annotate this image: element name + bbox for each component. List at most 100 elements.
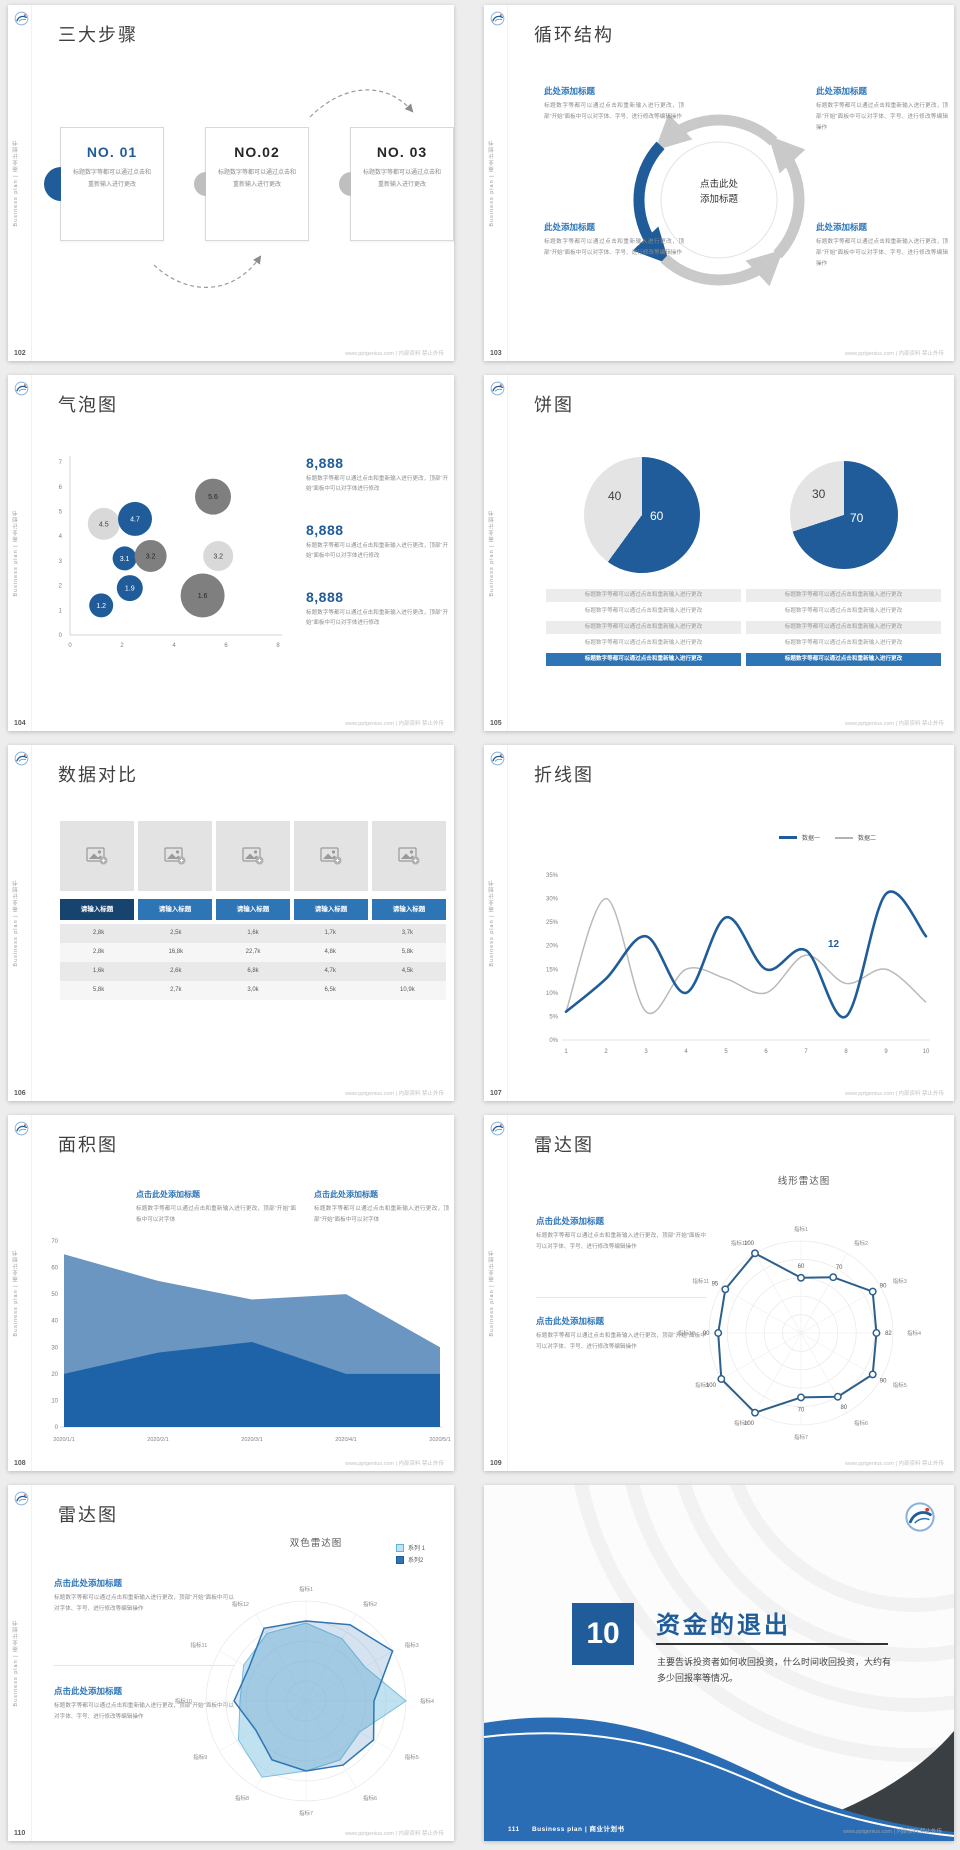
svg-text:3: 3 [59,559,63,565]
svg-text:2: 2 [120,643,124,649]
svg-text:90: 90 [880,1284,887,1290]
divider [536,1297,706,1298]
divider [31,1485,32,1841]
svg-text:100: 100 [744,1241,755,1247]
svg-text:60: 60 [51,1266,58,1272]
svg-text:0: 0 [59,633,63,639]
block-body: 标题数字等都可以通过点击和重新输入进行更改，顶部“开始”面板中可以对字体 [136,1206,296,1223]
legend-swatch-blue [779,836,797,839]
slide-page-number: 106 [14,1090,26,1097]
slide-page-number: 108 [14,1460,26,1467]
table-row: 2,8k 2,5k 1,6k 1,7k 3,7k [60,924,446,943]
step-accent-shape [339,172,351,196]
block-heading: 此处添加标题 [816,222,868,232]
svg-text:82: 82 [885,1331,892,1337]
table-header-cell: 请输入标题 [294,899,368,920]
watermark-note: www.pptgenius.com | 内部资料 禁止外传 [845,721,944,727]
svg-text:20: 20 [51,1372,58,1378]
svg-text:指标1: 指标1 [794,1225,808,1233]
block-heading: 此处添加标题 [816,86,868,96]
watermark-note: www.pptgenius.com | 内部资料 禁止外传 [345,1831,444,1837]
image-placeholder[interactable] [372,821,446,891]
radar-chart-line: 指标1 指标2 指标3 指标4 指标5 指标6 指标7 指标8 指标9 指标10 指标11 指标12 6… [678,1225,921,1441]
stat-block: 8,888 标题数字等都可以通过点击和重新输入进行更改，顶部“开始”面板中可以对… [306,522,448,562]
slide-108-thumbnail[interactable]: Business plan | 商业计划书 面积图 点击此处添加标题 标题数字等… [8,1115,454,1471]
svg-text:指标8: 指标8 [235,1794,249,1802]
svg-text:8: 8 [844,1049,848,1055]
table-header-cell: 请输入标题 [60,899,134,920]
image-placeholder[interactable] [138,821,212,891]
legend-swatch-gray [835,836,854,839]
image-placeholder[interactable] [216,821,290,891]
table-cell: 5,8k [401,949,414,955]
table-cell: 2,8k [92,949,105,955]
svg-text:2020/5/1: 2020/5/1 [429,1437,450,1443]
slide-107-thumbnail[interactable]: Business plan | 商业计划书 折线图 数据一 数据二 0% 5% 10… [484,745,954,1101]
svg-text:4: 4 [684,1049,688,1055]
block-body: 标题数字等都可以通过点击和重新输入进行更改，顶部“开始”面板中可以对字体、字号、… [816,239,948,267]
slide-110-thumbnail[interactable]: Business plan | 商业计划书 雷达图 双色雷达图 系列 1 系列2… [8,1485,454,1841]
image-placeholder[interactable] [294,821,368,891]
watermark-note: www.pptgenius.com | 内部资料 禁止外传 [345,1461,444,1467]
svg-text:指标2: 指标2 [363,1600,377,1608]
radar-chart-dual: 指标1 指标2 指标3 指标4 指标5 指标6 指标7 指标8 指标9 指标10 指标11 指标12 [175,1585,434,1817]
slide-111-thumbnail[interactable]: 10 资金的退出 主要告诉投资者如何收回投资，什么时间收回投资，大约有多少回报率… [484,1485,954,1841]
section-title: 资金的退出 [656,1612,791,1639]
slide-103-thumbnail[interactable]: Business plan | 商业计划书 循环结构 点击此处 添加标题 此处添加… [484,5,954,361]
text-block: 点击此处添加标题 标题数字等都可以通过点击和重新输入进行更改，顶部“开始”面板中… [536,1315,706,1353]
svg-text:90: 90 [880,1378,887,1384]
svg-text:1.6: 1.6 [198,593,208,600]
table-cell: 16,8k [168,949,184,955]
divider [507,5,508,361]
svg-text:指标7: 指标7 [794,1433,808,1441]
page-title: 折线图 [534,765,594,785]
svg-text:2020/2/1: 2020/2/1 [147,1437,168,1443]
step-body: 标题数字等都可以通过点击和重新输入进行更改 [72,170,151,188]
divider [54,1665,234,1666]
caption-row: 标题数字等都可以通过点击和重新输入进行更改 [584,640,703,646]
caption-row: 标题数字等都可以通过点击和重新输入进行更改 [784,608,903,614]
svg-text:指标9: 指标9 [193,1753,207,1761]
image-placeholder[interactable] [60,821,134,891]
svg-text:6: 6 [224,643,228,649]
slide-page-number: 103 [490,350,502,357]
text-block: 此处添加标题 标题数字等都可以通过点击和重新输入进行更改，顶部“开始”面板中可以… [544,85,684,123]
svg-text:3: 3 [644,1049,648,1055]
sidebar-vertical-label: Business plan | 商业计划书 [13,879,19,967]
svg-text:20%: 20% [546,944,559,950]
slide-106-thumbnail[interactable]: Business plan | 商业计划书 数据对比 请输入标题 请输入标题 请输入… [8,745,454,1101]
dashed-flow-arrows-icon [153,89,414,288]
company-logo-icon [14,11,29,26]
page-title: 雷达图 [534,1135,594,1155]
slide-104-thumbnail[interactable]: Business plan | 商业计划书 气泡图 0 1 2 3 4 5 6 7 0 2 4 6 8 4… [8,375,454,731]
table-row: 5,8k 2,7k 3,0k 6,5k 10,9k [60,981,446,1000]
svg-text:3.1: 3.1 [120,556,130,563]
slide-page-number: 102 [14,350,26,357]
slide-102-thumbnail[interactable]: Business plan | 商业计划书 三大步骤 NO. 01 标题数字等都… [8,5,454,361]
text-block: 此处添加标题 标题数字等都可以通过点击和重新输入进行更改，顶部“开始”面板中可以… [544,221,684,259]
svg-text:指标6: 指标6 [363,1794,377,1802]
sidebar-vertical-label: Business plan | 商业计划书 [13,509,19,597]
company-logo-icon [14,381,29,396]
block-heading: 点击此处添加标题 [54,1686,123,1696]
svg-text:5: 5 [724,1049,728,1055]
svg-text:3.2: 3.2 [213,553,223,560]
chart-legend: 数据一 数据二 [779,833,876,842]
pie-chart-1: 40 60 [584,457,700,573]
pie-blue-label: 70 [850,511,864,525]
svg-text:30%: 30% [546,897,559,903]
svg-text:40: 40 [51,1319,58,1325]
table-cell: 2,8k [92,930,105,936]
slide-105-thumbnail[interactable]: Business plan | 商业计划书 饼图 40 60 30 70 标题数… [484,375,954,731]
table-cell: 2,7k [170,987,182,993]
step-card-2: NO.02 标题数字等都可以通过点击和重新输入进行更改 [194,127,309,241]
slide-109-thumbnail[interactable]: Business plan | 商业计划书 雷达图 线形雷达图 点击此处添加标题… [484,1115,954,1471]
divider [31,5,32,361]
svg-text:10%: 10% [546,991,559,997]
svg-text:15%: 15% [546,967,559,973]
caption-row: 标题数字等都可以通过点击和重新输入进行更改 [546,589,741,602]
watermark-note: www.pptgenius.com | 内部资料 禁止外传 [845,1461,944,1467]
text-block: 点击此处添加标题 标题数字等都可以通过点击和重新输入进行更改，顶部“开始”面板中… [54,1577,234,1615]
step-accent-shape [194,172,206,196]
svg-text:指标10: 指标10 [678,1329,695,1337]
